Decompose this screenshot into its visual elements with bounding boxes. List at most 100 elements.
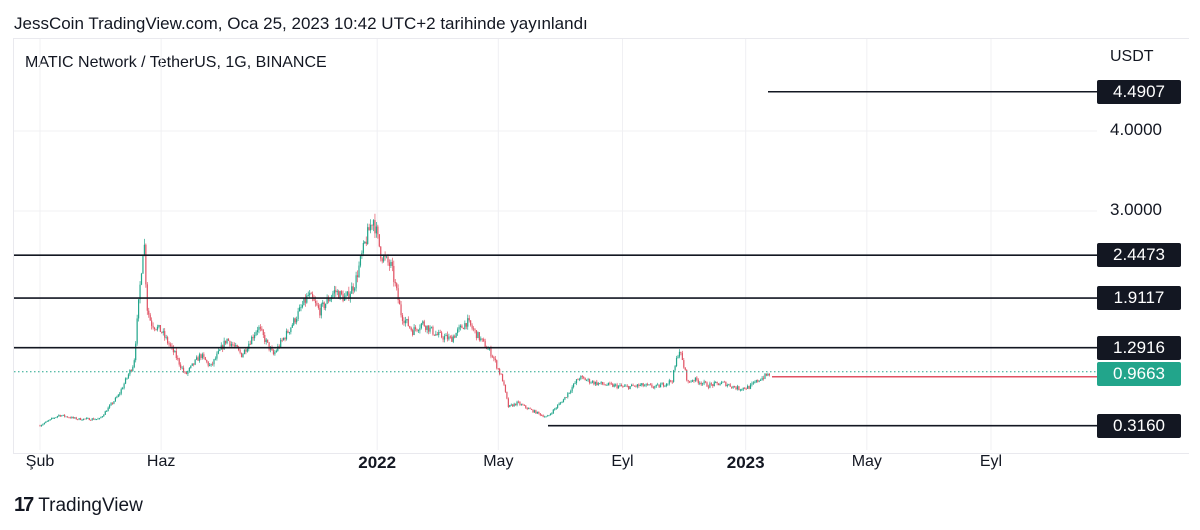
candle-body — [535, 410, 537, 414]
candle-body — [248, 343, 250, 349]
candle-body — [188, 367, 190, 372]
candle-body — [459, 325, 462, 328]
candle-body — [696, 377, 698, 381]
candle-body — [177, 358, 179, 359]
candle-body — [191, 363, 193, 366]
candle-body — [554, 408, 556, 410]
candle-body — [470, 320, 472, 326]
candle-body — [201, 354, 203, 358]
candle-body — [575, 379, 578, 384]
candle-body — [322, 302, 324, 305]
candle-body — [207, 361, 209, 366]
candle-body — [438, 332, 440, 336]
candle-body — [209, 365, 211, 366]
candle-body — [152, 325, 154, 328]
candle-body — [723, 381, 725, 383]
candle-body — [631, 384, 633, 387]
candle-body — [744, 387, 746, 389]
candle-body — [675, 357, 678, 367]
candle-body — [606, 385, 608, 386]
candle-body — [268, 342, 270, 350]
candle-body — [184, 371, 186, 373]
candle-body — [103, 414, 105, 417]
candle-body — [697, 380, 699, 384]
candle-body — [755, 380, 757, 383]
candle-body — [433, 334, 435, 336]
candle-body — [297, 311, 299, 320]
candle-body — [169, 344, 172, 346]
candle-body — [378, 234, 380, 247]
candle-body — [751, 383, 753, 385]
candle-body — [655, 384, 657, 387]
candle-body — [506, 391, 508, 399]
candle-body — [720, 382, 723, 385]
candle-body — [523, 405, 525, 406]
candle-body — [516, 401, 518, 406]
candle-body — [689, 381, 691, 383]
candle-body — [174, 351, 176, 353]
candle-body — [142, 255, 144, 274]
candle-body — [526, 407, 528, 409]
candle-body — [123, 383, 125, 389]
candle-body — [346, 291, 348, 296]
candle-body — [271, 347, 273, 351]
candle-body — [283, 337, 285, 341]
tradingview-brand: TradingView — [38, 494, 143, 516]
candle-body — [520, 404, 522, 406]
chart-frame — [13, 38, 1189, 454]
candle-body — [483, 339, 485, 341]
candle-body — [401, 315, 404, 321]
candle-body — [602, 382, 604, 385]
candle-body — [314, 300, 317, 303]
candle-body — [503, 381, 505, 385]
candle-body — [58, 415, 60, 417]
candle-body — [561, 402, 563, 404]
candle-body — [262, 330, 264, 335]
candle-body — [522, 404, 524, 406]
candle-body — [706, 382, 708, 387]
candle-body — [499, 368, 501, 374]
candle-body — [525, 405, 527, 408]
candle-body — [111, 403, 114, 404]
candle-body — [536, 411, 538, 414]
candle-body — [226, 338, 228, 344]
y-tick-label: 4.0000 — [1110, 120, 1162, 139]
candle-body — [190, 365, 192, 368]
candle-body — [294, 318, 296, 323]
candle-body — [644, 385, 646, 387]
candle-body — [480, 338, 482, 341]
candle-body — [304, 298, 306, 303]
candle-body — [211, 363, 214, 365]
candle-body — [452, 336, 454, 342]
candle-body — [590, 382, 592, 384]
candle-body — [501, 374, 504, 382]
candle-body — [654, 386, 656, 388]
candle-body — [171, 345, 173, 347]
candle-body — [196, 357, 198, 360]
candle-body — [198, 354, 201, 361]
candle-body — [417, 330, 420, 332]
candle-body — [736, 386, 739, 390]
candles — [39, 213, 770, 427]
candle-body — [185, 372, 188, 374]
candle-body — [722, 381, 724, 383]
candle-body — [267, 339, 269, 343]
candle-body — [451, 336, 453, 342]
candle-body — [216, 353, 218, 359]
candle-body — [136, 318, 138, 344]
candle-body — [515, 403, 517, 406]
candle-body — [677, 356, 679, 358]
candle-body — [646, 384, 649, 385]
candle-body — [407, 319, 409, 327]
candle-body — [49, 419, 51, 421]
tradingview-logo[interactable]: 17 TradingView — [14, 494, 143, 517]
candle-body — [765, 373, 768, 376]
candle-body — [442, 337, 444, 340]
candle-body — [285, 330, 288, 340]
candle-body — [122, 388, 124, 390]
candle-body — [114, 397, 116, 402]
candle-body — [426, 325, 428, 330]
candle-body — [338, 291, 340, 299]
candle-body — [612, 383, 614, 387]
